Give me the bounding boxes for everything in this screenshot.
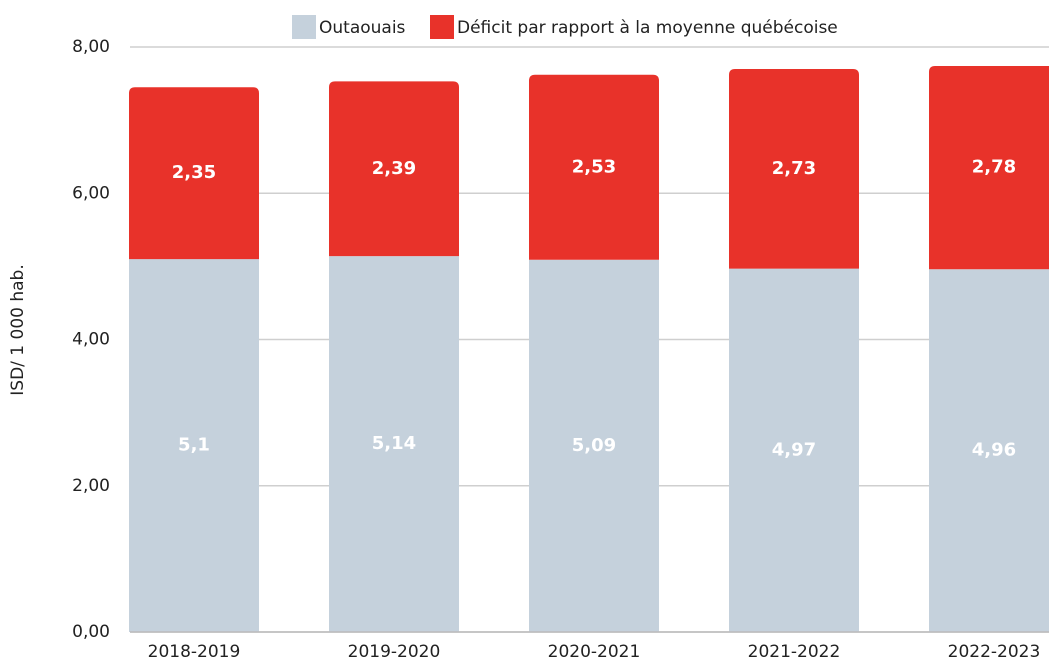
legend-label: Outaouais [319,18,406,38]
value-label: 4,97 [772,439,816,460]
bar-segment [529,74,659,260]
value-label: 2,53 [572,156,616,177]
x-tick-label: 2018-2019 [148,642,241,662]
x-tick-label: 2022-2023 [948,642,1041,662]
x-tick-label: 2021-2022 [748,642,841,662]
value-label: 2,35 [172,162,216,183]
y-tick-label: 0,00 [72,622,110,642]
y-tick-label: 6,00 [72,183,110,203]
value-label: 2,73 [772,158,816,179]
bar-segment [929,269,1049,632]
bar-segment [329,256,459,632]
legend-swatch [430,15,454,39]
x-tick-label: 2019-2020 [348,642,441,662]
value-label: 4,96 [972,440,1016,461]
bar-segment [929,66,1049,270]
legend-swatch [292,15,316,39]
bar-segment [329,81,459,257]
bar-segment [729,268,859,632]
y-tick-label: 8,00 [72,37,110,57]
value-label: 5,09 [572,435,616,456]
value-label: 5,1 [178,435,210,456]
bar-segment [729,68,859,269]
bar-segment [129,259,259,632]
x-tick-label: 2020-2021 [548,642,641,662]
bar-segment [129,87,259,260]
value-label: 5,14 [372,433,416,454]
y-axis-label: ISD/ 1 000 hab. [8,264,28,395]
y-tick-label: 4,00 [72,330,110,350]
value-label: 2,78 [972,157,1016,178]
value-label: 2,39 [372,158,416,179]
legend-label: Déficit par rapport à la moyenne québéco… [457,18,838,38]
bar-segment [529,259,659,632]
y-tick-label: 2,00 [72,476,110,496]
